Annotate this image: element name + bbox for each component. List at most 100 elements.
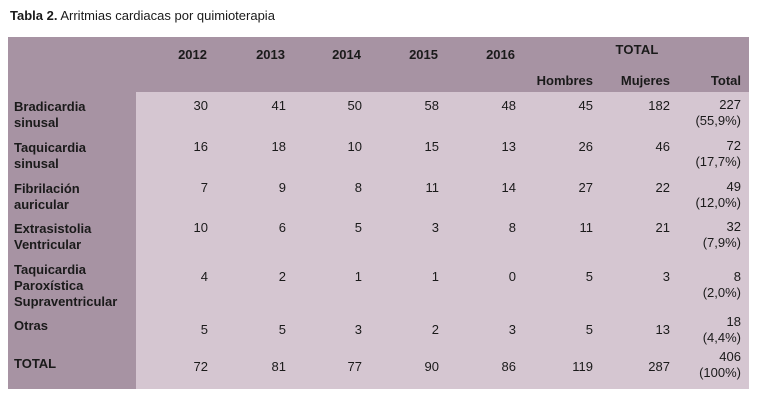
header-year-2015: 2015 [371,37,448,92]
total-percent: (12,0%) [695,195,741,210]
total-percent: (2,0%) [702,285,741,300]
hombres-value-cell: 11 [525,214,602,255]
table-row: Taquicardia Paroxística Supraventricular 4 2… [8,255,749,311]
year-value-cell: 0 [448,255,525,311]
year-value-cell: 90 [371,349,448,389]
header-hombres: Hombres [525,70,602,92]
row-label-line: auricular [14,197,69,212]
row-label-line: TOTAL [14,356,57,371]
total-percent: (7,9%) [702,235,741,250]
total-value-cell: 8 (2,0%) [679,255,749,311]
table-row: Bradicardia sinusal 30 41 50 58 48 45 182 227 (55,… [8,92,749,133]
hombres-value-cell: 45 [525,92,602,133]
total-count: 18 [726,314,741,329]
header-total: Total [679,70,749,92]
row-label-line: Ventricular [14,237,82,252]
row-label-line: Taquicardia [14,140,87,155]
year-value-cell: 30 [136,92,217,133]
total-value-cell: 227 (55,9%) [679,92,749,133]
total-count: 32 [726,219,741,234]
total-value-cell: 32 (7,9%) [679,214,749,255]
year-value-cell: 15 [371,133,448,174]
mujeres-value-cell: 13 [602,311,679,349]
row-label-line: Taquicardia [14,262,87,277]
total-count: 49 [726,179,741,194]
header-row-years: 2012 2013 2014 2015 2016 TOTAL [8,37,749,92]
mujeres-value-cell: 182 [602,92,679,133]
year-value-cell: 16 [136,133,217,174]
header-year-2016: 2016 [448,37,525,92]
year-value-cell: 2 [217,255,295,311]
table-row: Fibrilación auricular 7 9 8 11 14 27 22 49 (12,0%) [8,174,749,214]
header-total-group: TOTAL [525,37,749,70]
row-label-line: Paroxística [14,278,84,293]
table-row: Extrasistolia Ventricular 10 6 5 3 8 11 21 32 (7,9… [8,214,749,255]
year-value-cell: 2 [371,311,448,349]
year-value-cell: 41 [217,92,295,133]
row-label-otras: Otras [8,311,136,349]
header-year-2013: 2013 [217,37,295,92]
mujeres-value-cell: 22 [602,174,679,214]
header-row-subtotals: Hombres Mujeres Total [8,70,749,92]
total-value-cell: 406 (100%) [679,349,749,389]
year-value-cell: 3 [371,214,448,255]
row-label-bradicardia-sinusal: Bradicardia sinusal [8,92,136,133]
caption-label: Tabla 2. [10,8,58,23]
year-value-cell: 8 [295,174,371,214]
total-percent: (55,9%) [695,113,741,128]
mujeres-value-cell: 3 [602,255,679,311]
total-count: 406 [719,349,741,364]
hombres-value-cell: 119 [525,349,602,389]
year-value-cell: 18 [217,133,295,174]
row-label-fibrilacion-auricular: Fibrilación auricular [8,174,136,214]
hombres-value-cell: 27 [525,174,602,214]
row-label-line: Fibrilación [14,181,80,196]
year-value-cell: 58 [371,92,448,133]
year-value-cell: 10 [295,133,371,174]
year-value-cell: 48 [448,92,525,133]
table-row: TOTAL 72 81 77 90 86 119 287 406 (100%) [8,349,749,389]
year-value-cell: 4 [136,255,217,311]
arrhythmia-table: 2012 2013 2014 2015 2016 TOTAL Hombres M… [8,37,749,389]
row-label-total: TOTAL [8,349,136,389]
table-row: Otras 5 5 3 2 3 5 13 18 (4,4%) [8,311,749,349]
year-value-cell: 8 [448,214,525,255]
year-value-cell: 86 [448,349,525,389]
year-value-cell: 77 [295,349,371,389]
row-label-line: Supraventricular [14,294,118,309]
total-value-cell: 72 (17,7%) [679,133,749,174]
total-count: 72 [726,138,741,153]
table-caption: Tabla 2. Arritmias cardiacas por quimiot… [10,8,275,24]
year-value-cell: 81 [217,349,295,389]
total-count: 227 [719,97,741,112]
row-label-taquicardia-sinusal: Taquicardia sinusal [8,133,136,174]
year-value-cell: 3 [295,311,371,349]
year-value-cell: 3 [448,311,525,349]
row-label-taquicardia-paroxistica-supraventricular: Taquicardia Paroxística Supraventricular [8,255,136,311]
year-value-cell: 9 [217,174,295,214]
row-label-line: Otras [14,318,48,333]
year-value-cell: 5 [217,311,295,349]
row-label-line: Extrasistolia [14,221,92,236]
mujeres-value-cell: 21 [602,214,679,255]
header-year-2014: 2014 [295,37,371,92]
hombres-value-cell: 5 [525,311,602,349]
year-value-cell: 50 [295,92,371,133]
header-year-2012: 2012 [136,37,217,92]
row-label-line: Bradicardia [14,99,86,114]
mujeres-value-cell: 46 [602,133,679,174]
total-percent: (4,4%) [702,330,741,345]
caption-text: Arritmias cardiacas por quimioterapia [57,8,275,23]
hombres-value-cell: 26 [525,133,602,174]
year-value-cell: 13 [448,133,525,174]
mujeres-value-cell: 287 [602,349,679,389]
table-row: Taquicardia sinusal 16 18 10 15 13 26 46 72 (17,7%… [8,133,749,174]
year-value-cell: 5 [136,311,217,349]
total-value-cell: 49 (12,0%) [679,174,749,214]
year-value-cell: 1 [295,255,371,311]
table-body: Bradicardia sinusal 30 41 50 58 48 45 182 227 (55,… [8,92,749,389]
year-value-cell: 72 [136,349,217,389]
hombres-value-cell: 5 [525,255,602,311]
row-label-line: sinusal [14,115,59,130]
year-value-cell: 7 [136,174,217,214]
